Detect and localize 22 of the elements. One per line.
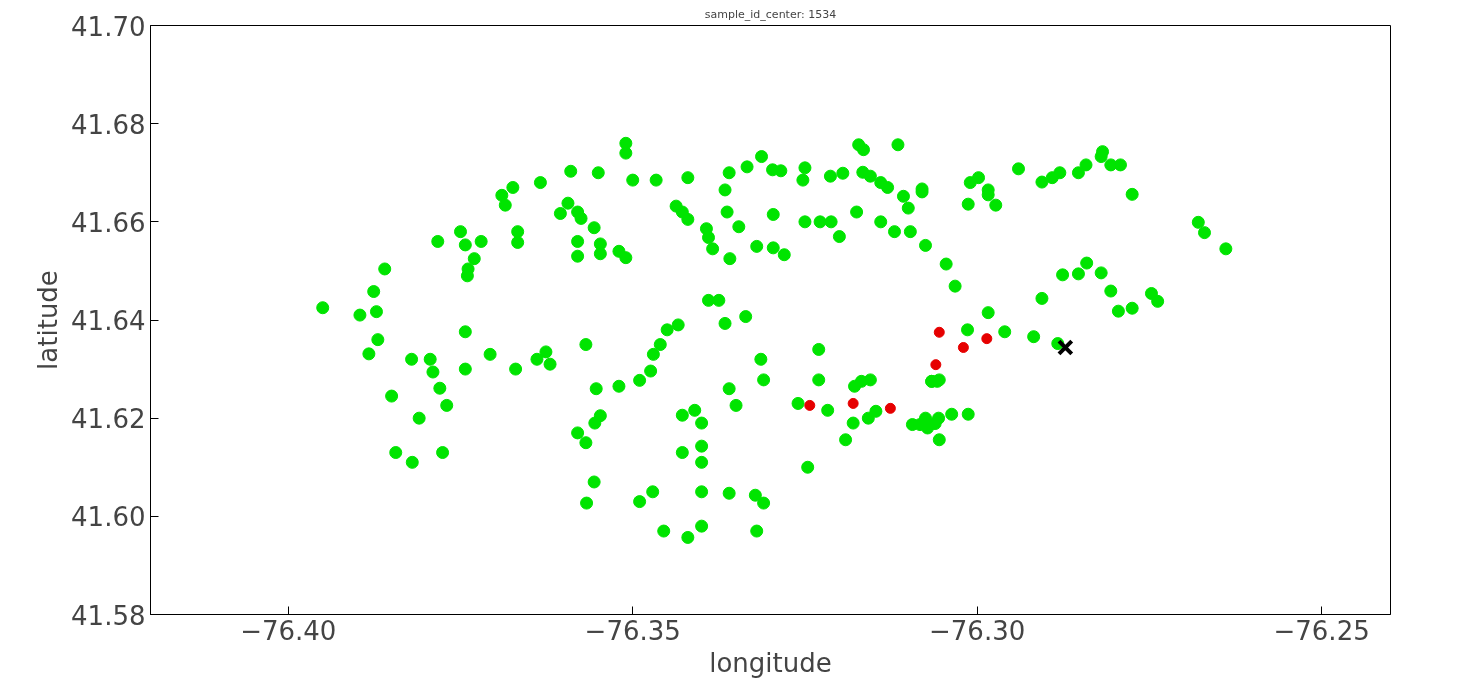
- x-tick-label: −76.35: [584, 615, 681, 646]
- y-tick-label: 41.62: [71, 404, 146, 435]
- x-axis-title: longitude: [709, 647, 832, 678]
- y-tick-label: 41.70: [71, 11, 146, 42]
- y-tick-label: 41.64: [71, 306, 146, 336]
- x-tick-label: −76.25: [1273, 615, 1370, 646]
- chart-title: sample_id_center: 1534: [704, 7, 837, 21]
- y-tick-label: 41.60: [71, 502, 146, 533]
- point: [957, 342, 969, 353]
- y-tick-label: 41.58: [71, 600, 146, 631]
- x-tick-label: −76.30: [929, 615, 1026, 646]
- y-tick-label: 41.66: [71, 207, 146, 238]
- point: [847, 397, 859, 409]
- point: [981, 333, 993, 345]
- point: [804, 399, 816, 411]
- point: [933, 326, 945, 338]
- x-tick-label: −76.40: [240, 615, 337, 646]
- point: [930, 359, 942, 371]
- y-axis-title: latitude: [33, 270, 64, 370]
- y-tick-label: 41.68: [71, 109, 146, 140]
- point: [884, 402, 896, 414]
- point: [1056, 339, 1074, 356]
